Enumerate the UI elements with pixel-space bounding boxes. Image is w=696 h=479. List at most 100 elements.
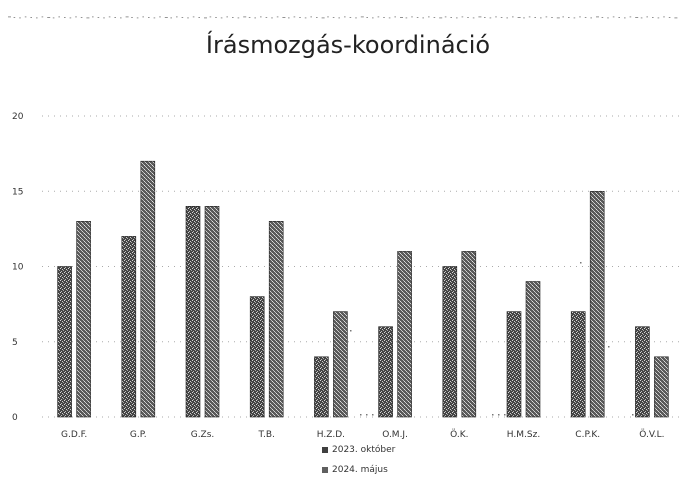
scan-artifact: [608, 346, 610, 348]
scan-dot: [467, 17, 469, 18]
scan-dot: [668, 17, 671, 18]
scan-dot: [148, 17, 150, 18]
scan-dot: [75, 16, 77, 18]
scan-dot: [618, 17, 620, 18]
x-axis-labels: G.D.F. G.P. G.Zs. T.B. H.Z.D. O.M.J. Ö.K. H.M.S…: [61, 429, 665, 440]
scan-dot: [517, 17, 521, 18]
x-category-label: Ö.V.L.: [639, 429, 664, 440]
scan-dot: [478, 16, 482, 18]
y-tick-label: 20: [12, 112, 24, 122]
scan-dot: [170, 17, 172, 19]
scan-dot: [551, 17, 553, 18]
scan-dot: [500, 17, 503, 18]
bar-series-2: [525, 281, 541, 418]
scan-dot: [192, 16, 195, 18]
scan-dot: [484, 17, 486, 18]
x-category-label: Ö.K.: [450, 429, 468, 440]
scan-dot: [114, 17, 116, 18]
scan-dot: [590, 17, 592, 19]
scan-dot: [293, 16, 296, 18]
scan-dot: [528, 16, 531, 18]
bar-series-1: [378, 326, 393, 418]
scan-dot: [86, 17, 90, 19]
scan-dot: [248, 17, 251, 18]
scan-dot: [260, 16, 262, 18]
scan-dot: [220, 17, 223, 19]
scan-dot: [428, 16, 430, 18]
scan-dot: [120, 17, 122, 19]
scan-dots-top: [8, 16, 678, 19]
scan-dot: [327, 16, 329, 18]
scan-dot: [47, 17, 51, 18]
scan-dot: [607, 17, 609, 19]
scan-dot: [321, 17, 325, 19]
scan-dot: [355, 17, 357, 19]
scan-dot: [58, 16, 60, 18]
scan-dot: [411, 16, 413, 18]
scan-artifact: [580, 262, 582, 264]
scan-artifact: [632, 414, 634, 416]
scan-dot: [456, 17, 458, 19]
bar-series-1: [249, 296, 265, 418]
scan-dot: [237, 17, 240, 19]
scan-dot: [523, 17, 525, 19]
scan-dot: [489, 17, 492, 19]
scan-dot: [545, 16, 548, 18]
scan-dot: [187, 17, 189, 19]
scan-dot: [360, 16, 364, 18]
bar-series-1: [121, 236, 137, 418]
scan-dot: [601, 17, 604, 18]
scan-dot: [388, 17, 391, 19]
scan-artifact: [350, 330, 352, 332]
scan-dot: [181, 17, 184, 18]
scan-dot: [372, 17, 374, 19]
scan-dot: [142, 16, 144, 18]
legend: 2023. október 2024. május: [322, 444, 396, 475]
scan-dot: [461, 16, 464, 18]
scan-dot: [271, 17, 273, 19]
scan-dot: [629, 16, 632, 18]
scan-dot: [276, 16, 279, 18]
legend-label-series-1: 2023. október: [332, 444, 396, 455]
scan-dot: [153, 17, 156, 19]
legend-label-series-2: 2024. május: [332, 465, 388, 475]
scan-dot: [612, 16, 615, 18]
scan-dot: [159, 16, 161, 18]
y-tick-label: 15: [12, 187, 23, 197]
x-category-label: T.B.: [258, 430, 275, 440]
bar-series-1: [185, 206, 201, 418]
scan-dot: [495, 16, 497, 18]
scan-dot: [349, 17, 352, 18]
scan-dot: [254, 17, 256, 19]
scan-dot: [663, 16, 665, 18]
scan-dot: [13, 17, 16, 18]
scan-dot: [657, 17, 660, 19]
y-tick-label: 5: [12, 338, 18, 348]
scan-artifact: [638, 414, 640, 416]
scan-dot: [288, 17, 290, 19]
scan-dot: [439, 17, 443, 19]
y-axis-ticks: 0 5 10 15 20: [12, 112, 24, 423]
scan-dot: [444, 16, 447, 18]
scan-artifact: [492, 414, 494, 416]
scan-dot: [338, 17, 340, 19]
scan-dot: [640, 17, 643, 19]
scan-dot: [316, 17, 318, 18]
scan-dot: [596, 16, 599, 18]
scan-dot: [125, 16, 129, 18]
scan-dot: [646, 16, 648, 18]
scan-dot: [131, 17, 133, 18]
scan-artifact: [366, 414, 368, 416]
scan-dot: [204, 17, 207, 19]
bar-series-1: [570, 311, 586, 418]
bar-series-2: [76, 221, 91, 418]
x-category-label: G.Zs.: [191, 430, 215, 440]
bar-series-2: [140, 160, 156, 418]
scan-dot: [433, 17, 436, 18]
scan-dot: [41, 16, 44, 18]
bar-series-1: [314, 356, 329, 418]
scan-dot: [562, 16, 564, 18]
legend-swatch-series-2: [322, 467, 328, 473]
scan-dot: [226, 16, 228, 18]
